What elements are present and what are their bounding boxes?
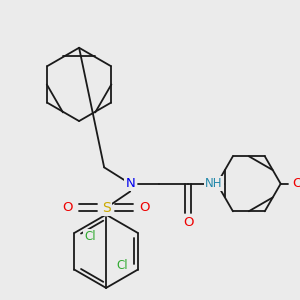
Text: NH: NH <box>206 177 223 190</box>
Text: N: N <box>125 177 135 190</box>
Text: O: O <box>62 201 73 214</box>
Text: S: S <box>102 201 110 215</box>
Text: Cl: Cl <box>84 230 96 243</box>
Text: O: O <box>140 201 150 214</box>
Text: O: O <box>183 216 193 229</box>
Text: Cl: Cl <box>117 259 128 272</box>
Text: O: O <box>292 177 300 190</box>
